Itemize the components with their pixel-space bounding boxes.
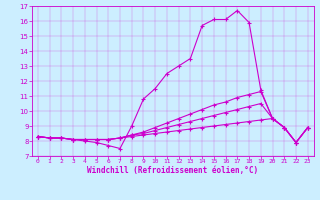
X-axis label: Windchill (Refroidissement éolien,°C): Windchill (Refroidissement éolien,°C) [87,166,258,175]
